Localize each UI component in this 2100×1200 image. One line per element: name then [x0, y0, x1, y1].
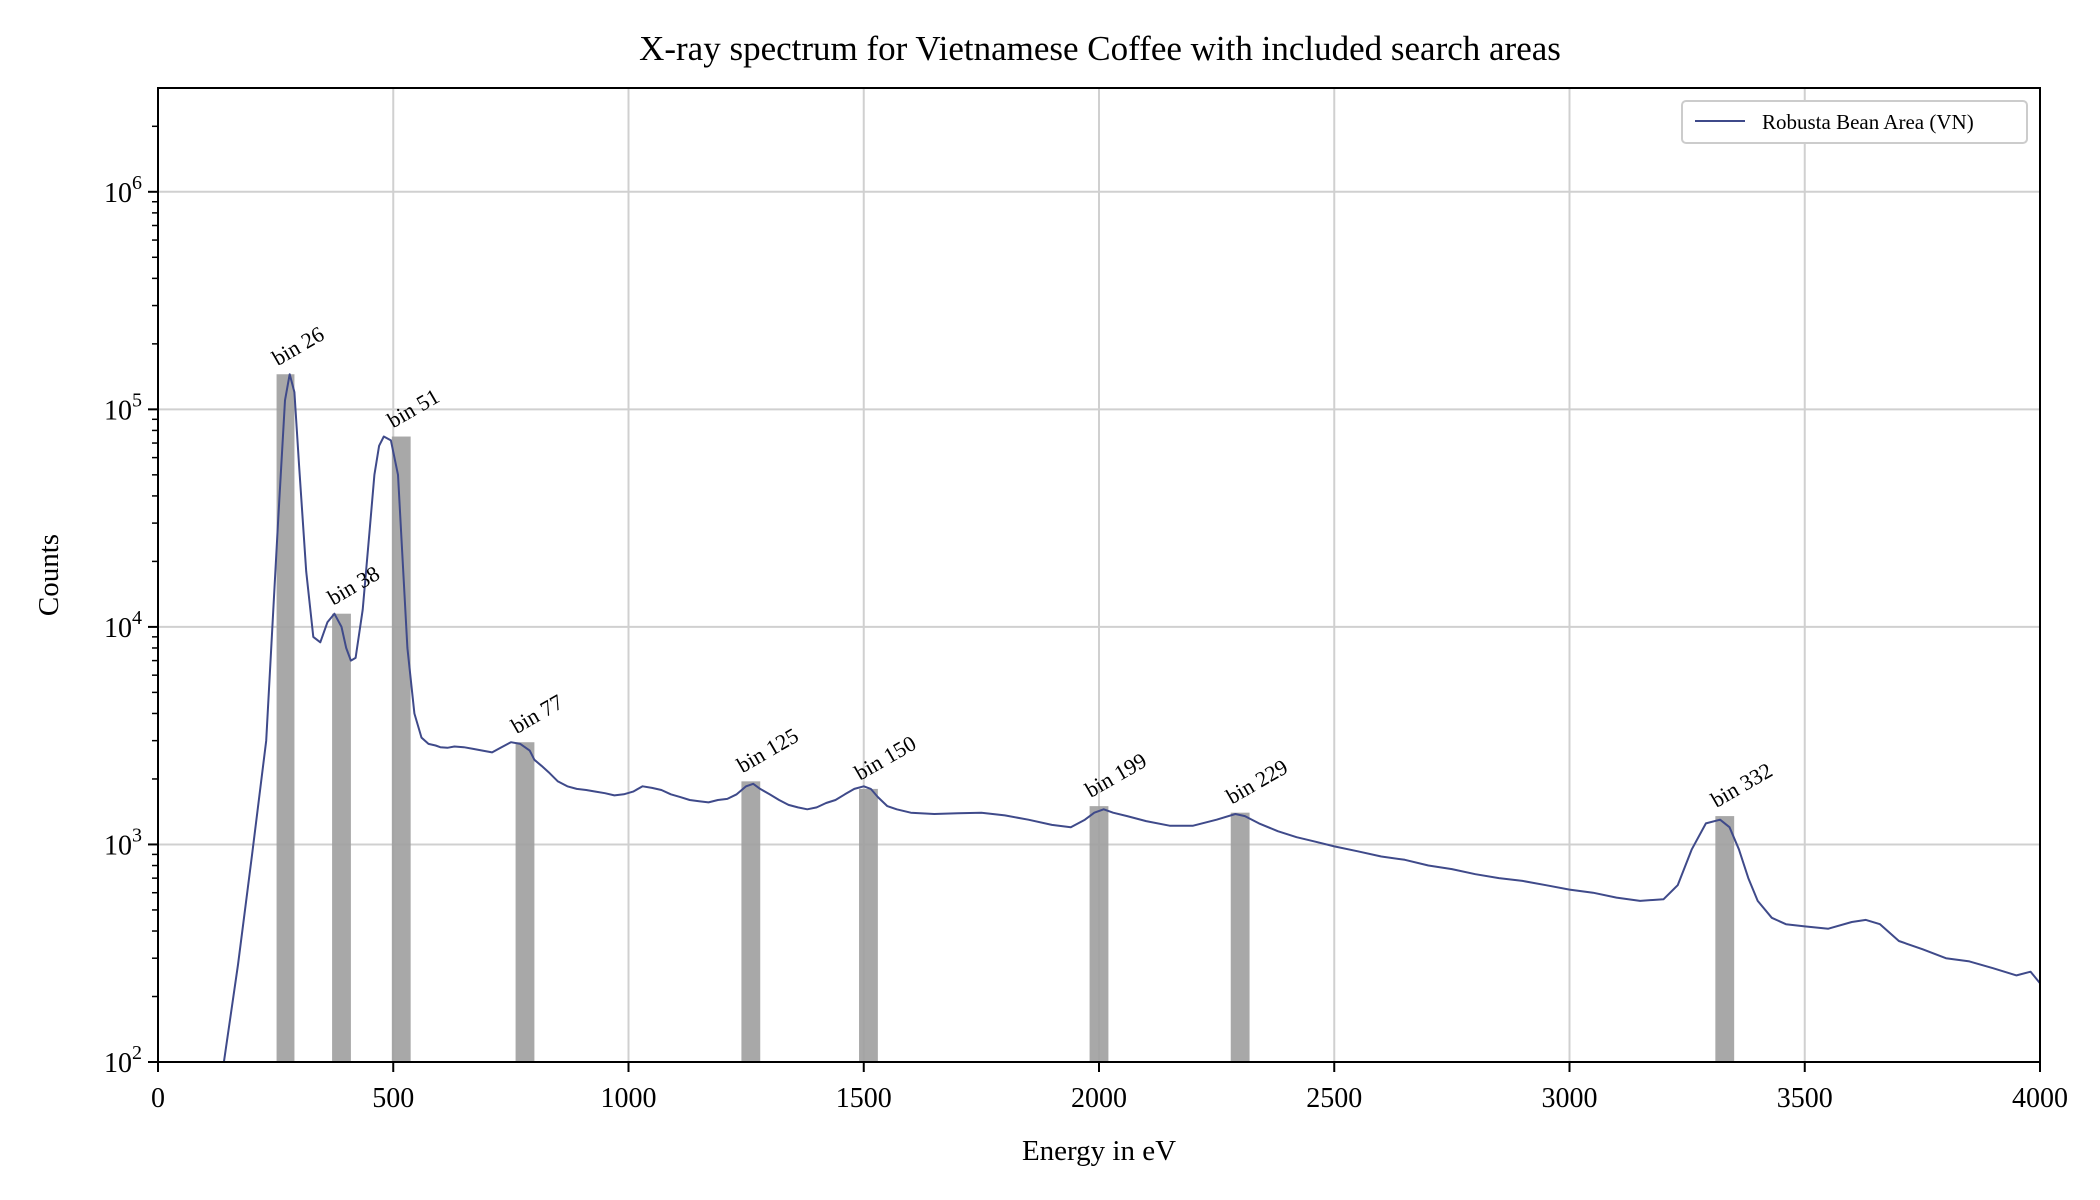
- y-tick-label: 104: [104, 607, 142, 644]
- search-area-bar: [276, 374, 295, 1062]
- series-line-robusta: [222, 373, 2041, 1063]
- y-tick-label: 106: [104, 172, 142, 209]
- x-tick-label: 1500: [836, 1083, 892, 1114]
- search-area-label: bin 51: [383, 383, 444, 432]
- search-area-label: bin 150: [850, 730, 920, 785]
- y-tick-base: 10: [104, 613, 132, 644]
- search-area-label: bin 229: [1222, 754, 1292, 809]
- y-tick-label: 105: [104, 389, 142, 426]
- x-tick-label: 0: [151, 1083, 165, 1114]
- search-area-bar: [391, 436, 411, 1063]
- search-area-bar: [859, 788, 878, 1062]
- grid-lines: [158, 88, 2040, 1062]
- x-tick-label: 4000: [2012, 1083, 2068, 1114]
- y-tick-base: 10: [104, 830, 132, 861]
- search-area-labels: bin 26 bin 38 bin 51 bin 77 bin 125 bin 150 bi…: [268, 321, 1777, 812]
- search-area-label: bin 125: [732, 723, 802, 778]
- y-tick-base: 10: [104, 1048, 132, 1079]
- chart-title: X-ray spectrum for Vietnamese Coffee wit…: [639, 29, 1561, 68]
- search-area-bar: [515, 742, 535, 1062]
- search-area-bar: [332, 613, 351, 1062]
- search-area-bar: [1715, 816, 1735, 1062]
- legend-box: [1681, 100, 2028, 144]
- x-tick-label: 3000: [1542, 1083, 1598, 1114]
- search-areas: [276, 374, 1735, 1063]
- y-tick-exponent: 5: [132, 389, 142, 411]
- y-tick-label: 103: [104, 824, 142, 861]
- legend-entry-robusta: Robusta Bean Area (VN): [1762, 110, 1974, 134]
- search-area-bar: [1230, 812, 1250, 1062]
- y-tick-exponent: 3: [132, 824, 142, 846]
- y-axis-label: Counts: [33, 534, 65, 616]
- x-tick-label: 2000: [1071, 1083, 1127, 1114]
- legend: Robusta Bean Area (VN): [1681, 100, 2028, 144]
- search-area-label: bin 199: [1081, 748, 1151, 803]
- search-area-bar: [1089, 806, 1109, 1062]
- search-area-label: bin 77: [507, 689, 568, 738]
- x-tick-label: 1000: [601, 1083, 657, 1114]
- search-area-label: bin 332: [1706, 757, 1776, 812]
- x-tick-label: 2500: [1306, 1083, 1362, 1114]
- search-area-label: bin 38: [323, 561, 384, 610]
- x-axis-label: Energy in eV: [1022, 1135, 1176, 1167]
- search-area-bar: [741, 781, 761, 1062]
- search-area-label: bin 26: [268, 321, 329, 370]
- x-tick-label: 3500: [1777, 1083, 1833, 1114]
- y-tick-exponent: 6: [132, 172, 142, 194]
- y-tick-base: 10: [104, 395, 132, 426]
- y-tick-exponent: 2: [132, 1042, 142, 1064]
- x-axis-ticks: 0 500 1000 1500 2000 2500 3000 3500 4000: [151, 1062, 2068, 1114]
- y-tick-base: 10: [104, 178, 132, 209]
- y-tick-label: 102: [104, 1042, 142, 1079]
- series-lines: [222, 373, 2041, 1063]
- y-tick-exponent: 4: [132, 607, 142, 629]
- x-tick-label: 500: [372, 1083, 414, 1114]
